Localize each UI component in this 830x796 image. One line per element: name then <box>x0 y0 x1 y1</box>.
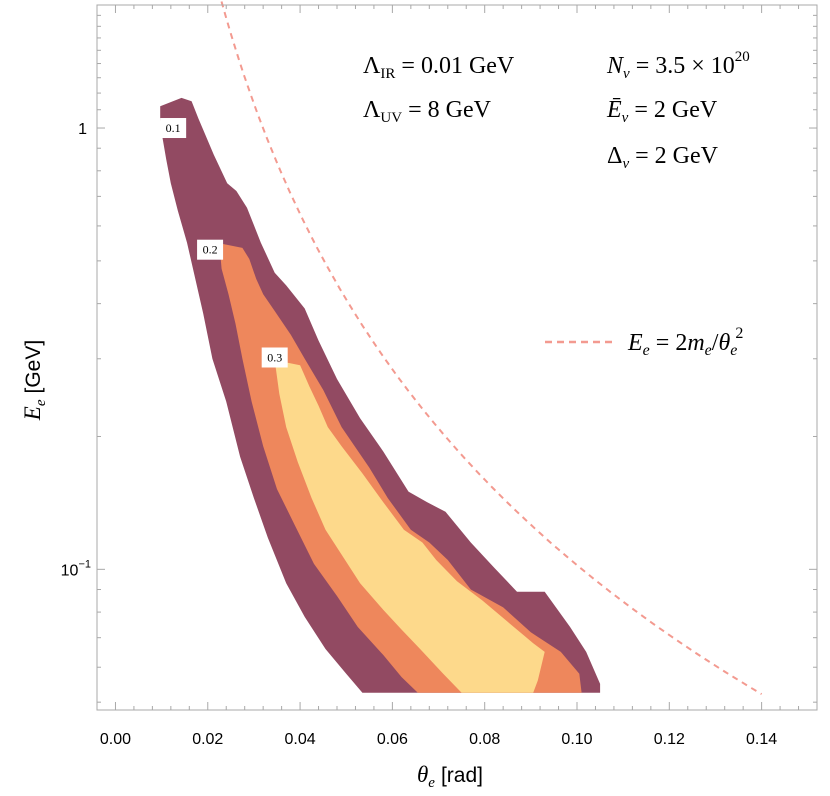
x-tick-label: 0.00 <box>100 731 131 748</box>
x-tick-label: 0.08 <box>469 731 500 748</box>
x-axis-label: θe [rad] <box>417 762 483 791</box>
param-lambda-ir: ΛIR = 0.01 GeV <box>363 53 515 82</box>
x-tick-label: 0.12 <box>654 731 685 748</box>
contour-label-layer: 0.1 0.2 0.3 <box>160 118 288 368</box>
x-tick-label: 0.14 <box>746 731 777 748</box>
y-ticks: 10−1 1 <box>61 14 817 703</box>
contour-label-text: 0.1 <box>166 121 181 135</box>
contour-label-text: 0.3 <box>267 350 282 364</box>
legend-label: Ee = 2me/θe2 <box>627 325 743 359</box>
curve-kinematic-limit <box>220 1 763 695</box>
y-tick-label: 10−1 <box>61 558 91 579</box>
contour-region-0.3 <box>274 360 545 693</box>
param-e-nu: Ēν = 2 GeV <box>606 97 718 126</box>
y-tick-label: 1 <box>78 121 87 138</box>
contour-label-box <box>160 118 187 139</box>
x-tick-label: 0.10 <box>561 731 592 748</box>
x-tick-label: 0.02 <box>192 731 223 748</box>
x-tick-label: 0.06 <box>377 731 408 748</box>
legend: Ee = 2me/θe2 <box>545 325 743 359</box>
contour-label-0.1: 0.1 <box>160 118 187 139</box>
contour-label-text: 0.2 <box>203 243 218 257</box>
plot-frame <box>96 4 818 711</box>
contour-label-box <box>197 239 224 260</box>
param-lambda-uv: ΛUV = 8 GeV <box>363 97 492 126</box>
y-axis-label: Ee[GeV] <box>20 340 49 421</box>
contour-label-box <box>261 347 288 368</box>
curve-layer <box>220 1 763 695</box>
x-ticks: 0.00 0.02 0.04 0.06 0.08 0.10 0.12 0.14 <box>96 5 800 748</box>
contour-layer <box>160 97 601 693</box>
param-delta-nu: Δν = 2 GeV <box>607 143 719 172</box>
param-n-nu: Nν = 3.5 × 1020 <box>606 49 750 82</box>
contour-label-0.2: 0.2 <box>197 239 224 260</box>
x-tick-label: 0.04 <box>285 731 316 748</box>
contour-label-0.3: 0.3 <box>261 347 288 368</box>
